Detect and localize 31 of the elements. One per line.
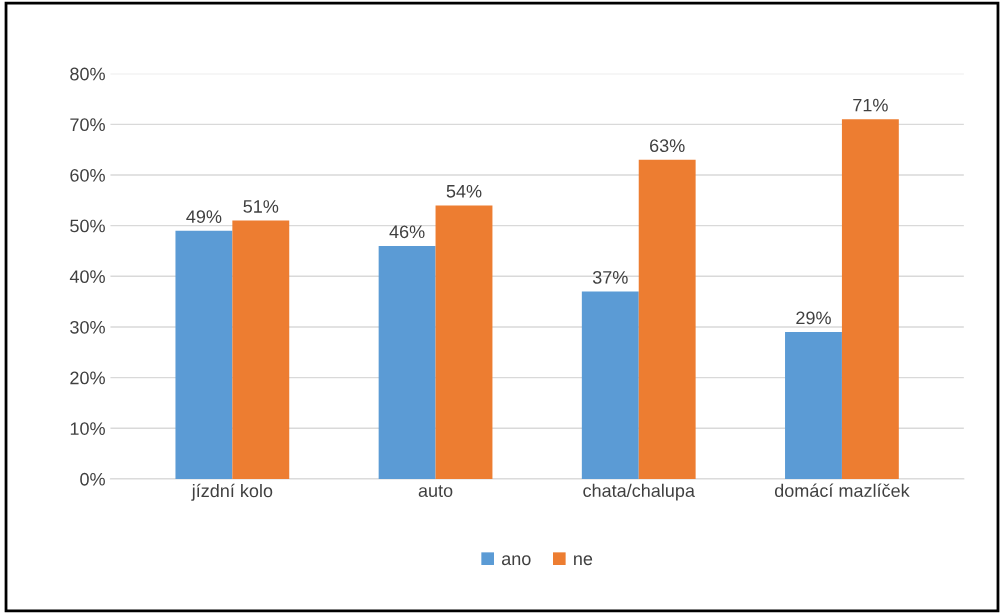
bar — [841, 119, 899, 479]
data-label: 37% — [592, 270, 628, 284]
data-label: 51% — [243, 200, 279, 213]
x-tick-label: jízdní kolo — [191, 483, 273, 501]
data-label: 29% — [796, 311, 831, 325]
bar — [435, 205, 493, 479]
data-label: 63% — [650, 139, 685, 153]
legend-label: ne — [574, 555, 593, 566]
bar — [638, 159, 696, 479]
data-label: 54% — [446, 184, 482, 198]
y-tick-label: 20% — [70, 371, 105, 385]
data-label: 71% — [853, 98, 888, 112]
bar — [785, 332, 842, 479]
y-tick-label: 0% — [80, 472, 105, 486]
y-tick-label: 70% — [70, 118, 105, 132]
data-label: 46% — [389, 225, 425, 239]
y-tick-label: 60% — [70, 168, 105, 182]
bar — [175, 230, 233, 479]
bar — [581, 291, 639, 479]
y-tick-label: 80% — [70, 67, 105, 81]
y-tick-label: 10% — [70, 422, 105, 435]
x-tick-label: chata/chalupa — [583, 483, 695, 501]
y-tick-label: 50% — [70, 219, 105, 233]
bar — [232, 220, 290, 479]
y-tick-label: 40% — [69, 270, 105, 284]
bar — [378, 245, 436, 479]
legend-label: ano — [501, 555, 531, 566]
x-tick-label: auto — [418, 485, 453, 498]
y-tick-label: 30% — [70, 320, 105, 334]
data-label: 49% — [186, 210, 222, 223]
x-tick-label: domácí mazlíček — [774, 483, 910, 498]
